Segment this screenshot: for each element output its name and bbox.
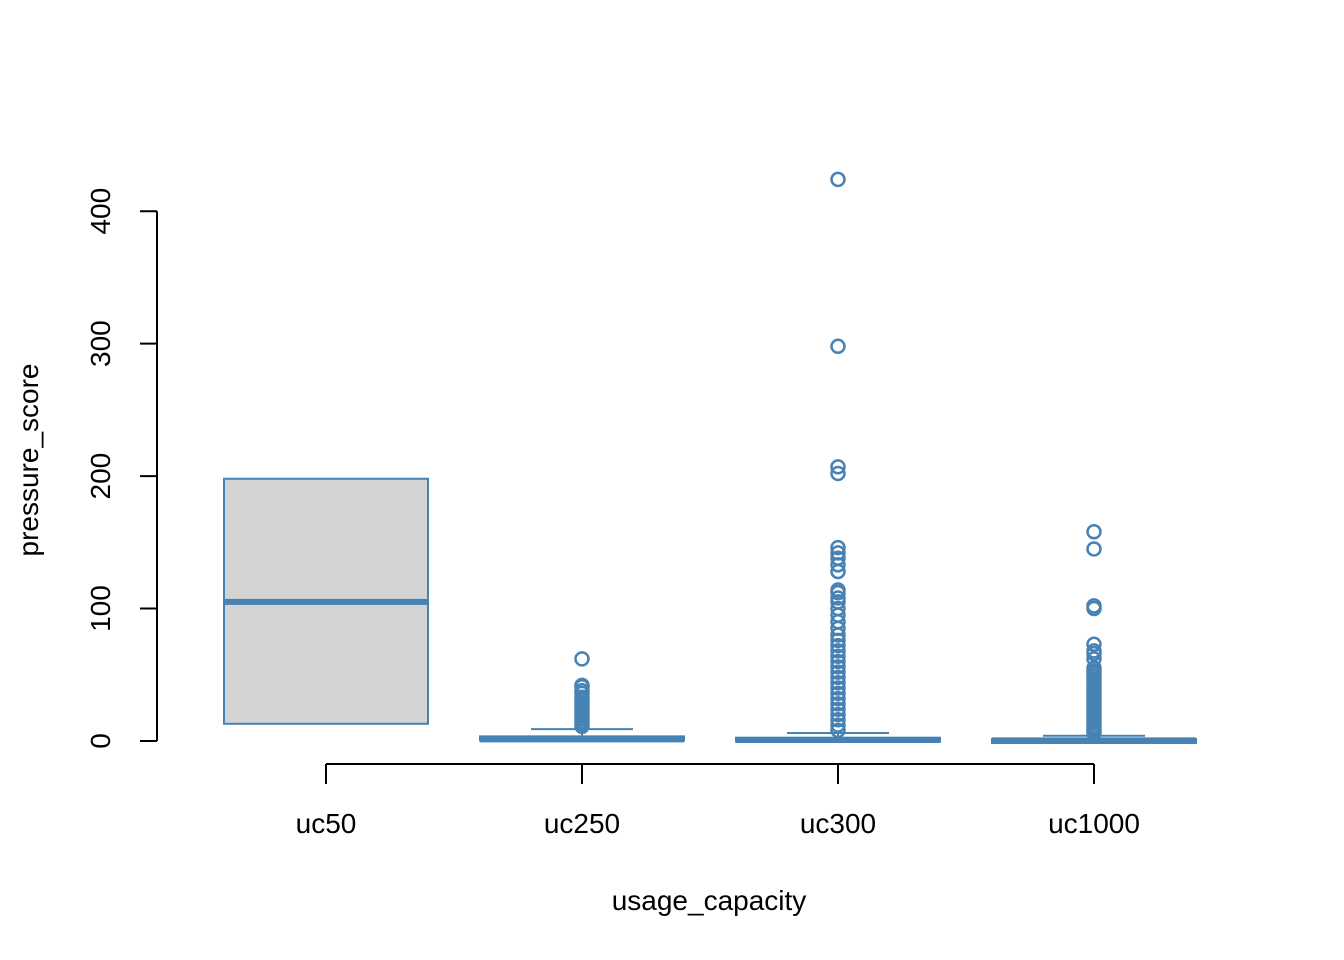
- outlier-point: [830, 590, 846, 606]
- outlier-point: [574, 677, 590, 694]
- y-tick-label: 200: [85, 453, 116, 500]
- outlier-point: [830, 659, 846, 675]
- outlier-point: [1086, 598, 1102, 614]
- outlier-point: [830, 685, 846, 702]
- outlier-point: [830, 600, 846, 617]
- x-tick-label: uc250: [544, 808, 620, 839]
- outlier-point: [830, 653, 846, 670]
- box-uc250: [479, 651, 685, 743]
- y-tick-label: 400: [85, 188, 116, 235]
- box-uc300: [735, 171, 941, 743]
- outlier-point: [1086, 541, 1102, 557]
- outlier-point: [830, 171, 846, 188]
- outlier-point: [830, 465, 846, 482]
- y-tick-label: 300: [85, 320, 116, 367]
- outlier-point: [830, 674, 846, 691]
- outlier-point: [830, 648, 846, 664]
- y-axis-label: pressure_score: [13, 364, 44, 557]
- outlier-point: [830, 539, 846, 556]
- outlier-point: [830, 690, 846, 707]
- x-tick-label: uc50: [296, 808, 357, 839]
- outlier-point: [1086, 643, 1102, 659]
- y-tick-label: 0: [85, 733, 116, 749]
- outlier-point: [830, 722, 846, 739]
- outlier-point: [1086, 651, 1102, 667]
- outlier-point: [830, 701, 846, 717]
- outlier-point: [830, 545, 846, 561]
- outlier-point: [830, 582, 846, 598]
- outlier-point: [574, 651, 590, 667]
- y-axis: 0 100 200 300 400: [85, 188, 158, 749]
- outlier-point: [830, 459, 846, 475]
- outlier-point: [830, 338, 846, 355]
- outlier-point: [830, 680, 846, 696]
- outlier-point: [1086, 523, 1102, 540]
- outlier-point: [830, 696, 846, 712]
- x-axis: uc50 uc250 uc300 uc1000: [296, 763, 1140, 839]
- outlier-point: [1086, 660, 1102, 676]
- outlier-point: [830, 550, 846, 566]
- outlier-point: [830, 643, 846, 659]
- outlier-point: [1086, 636, 1102, 653]
- x-axis-label: usage_capacity: [612, 885, 807, 916]
- outlier-point: [830, 706, 846, 723]
- y-tick-label: 100: [85, 585, 116, 632]
- boxes: [223, 171, 1197, 745]
- outlier-point: [830, 669, 846, 686]
- outlier-point: [830, 717, 846, 733]
- x-tick-label: uc1000: [1048, 808, 1140, 839]
- outlier-point: [830, 712, 846, 728]
- outlier-point: [830, 664, 846, 680]
- x-tick-label: uc300: [800, 808, 876, 839]
- box-uc50: [223, 477, 429, 725]
- outlier-point: [830, 637, 846, 654]
- box-uc1000: [991, 523, 1197, 745]
